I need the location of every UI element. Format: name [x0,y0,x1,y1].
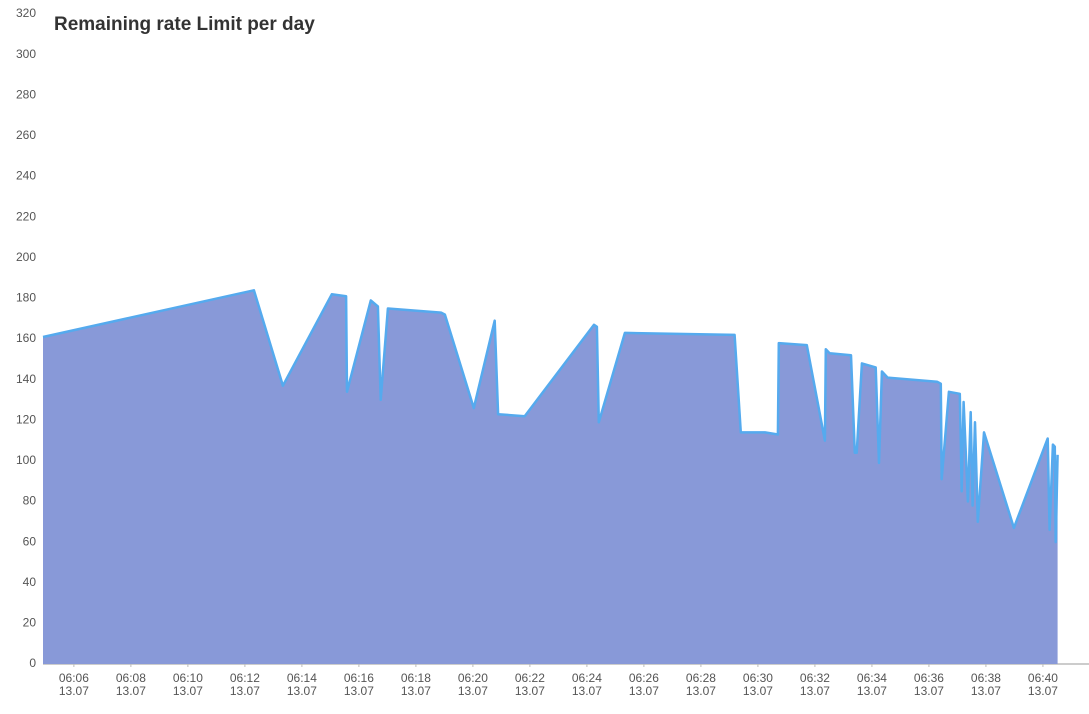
x-tick-label: 13.07 [59,684,89,698]
y-tick-label: 300 [16,47,36,61]
x-tick-label: 06:34 [857,671,887,685]
area-line [42,289,1059,544]
x-tick-label: 13.07 [230,684,260,698]
y-tick-label: 60 [23,534,37,548]
x-tick-label: 13.07 [686,684,716,698]
y-tick-label: 320 [16,6,36,20]
x-tick-label: 13.07 [1028,684,1058,698]
x-tick-label: 06:30 [743,671,773,685]
x-tick-label: 06:20 [458,671,488,685]
x-tick-label: 13.07 [914,684,944,698]
x-tick-label: 06:28 [686,671,716,685]
x-tick-label: 06:24 [572,671,602,685]
x-tick-label: 13.07 [344,684,374,698]
x-tick-label: 13.07 [971,684,1001,698]
x-tick-label: 13.07 [287,684,317,698]
area-fill [43,290,1058,664]
y-tick-label: 180 [16,291,36,305]
x-tick-label: 13.07 [458,684,488,698]
y-tick-label: 120 [16,412,36,426]
y-tick-label: 280 [16,87,36,101]
x-tick-label: 06:16 [344,671,374,685]
x-tick-label: 13.07 [743,684,773,698]
x-tick-label: 13.07 [173,684,203,698]
x-tick-label: 13.07 [515,684,545,698]
x-tick-label: 13.07 [800,684,830,698]
x-tick-label: 13.07 [116,684,146,698]
x-tick-label: 13.07 [629,684,659,698]
x-tick-label: 06:12 [230,671,260,685]
x-tick-label: 06:18 [401,671,431,685]
y-tick-label: 100 [16,453,36,467]
x-tick-label: 06:14 [287,671,317,685]
y-tick-label: 220 [16,209,36,223]
x-tick-label: 06:06 [59,671,89,685]
x-tick-label: 06:08 [116,671,146,685]
y-tick-label: 40 [23,575,37,589]
x-tick-label: 06:26 [629,671,659,685]
x-tick-label: 06:36 [914,671,944,685]
x-tick-label: 13.07 [857,684,887,698]
y-tick-label: 140 [16,372,36,386]
y-tick-label: 20 [23,616,37,630]
x-tick-label: 06:40 [1028,671,1058,685]
chart-title: Remaining rate Limit per day [54,14,315,35]
x-tick-label: 06:22 [515,671,545,685]
y-tick-label: 200 [16,250,36,264]
y-tick-label: 240 [16,169,36,183]
x-tick-label: 13.07 [401,684,431,698]
y-tick-label: 80 [23,494,37,508]
x-tick-label: 06:10 [173,671,203,685]
y-tick-label: 0 [29,656,36,670]
y-tick-label: 160 [16,331,36,345]
y-tick-label: 260 [16,128,36,142]
x-tick-label: 06:38 [971,671,1001,685]
x-tick-label: 06:32 [800,671,830,685]
x-tick-label: 13.07 [572,684,602,698]
